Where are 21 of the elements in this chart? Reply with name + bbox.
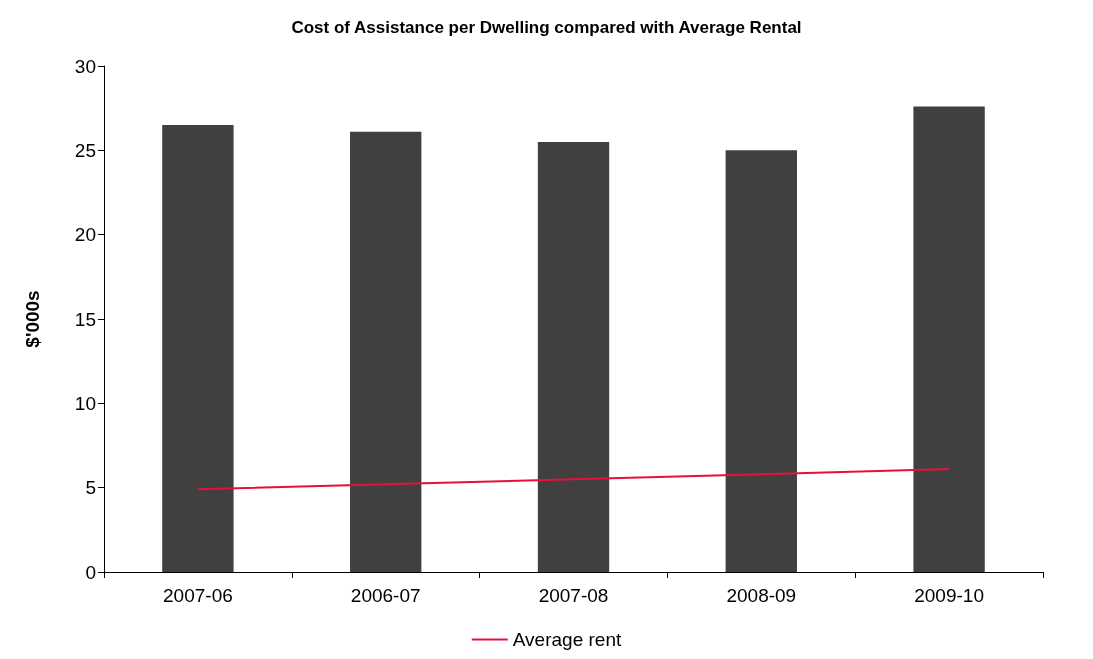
- y-tick-label: 10: [74, 392, 96, 414]
- x-tick-label: 2007-08: [538, 585, 609, 606]
- bar: [725, 150, 797, 572]
- x-tick-label: 2006-07: [350, 585, 421, 606]
- chart-title: Cost of Assistance per Dwelling compared with Average Rental: [291, 18, 802, 37]
- bar: [913, 106, 985, 572]
- y-tick-label: 15: [74, 308, 96, 330]
- line-series: [196, 468, 951, 491]
- bar: [537, 141, 610, 572]
- y-tick-label: 5: [85, 477, 96, 499]
- y-axis-title: $'000s: [22, 290, 43, 348]
- bar: [350, 131, 422, 572]
- y-tick-label: 25: [74, 139, 96, 161]
- x-tick-label: 2009-10: [914, 585, 984, 606]
- bar: [162, 125, 234, 572]
- y-tick-label: 30: [74, 55, 96, 77]
- x-tick-label: 2008-09: [726, 585, 797, 606]
- x-tick-label: 2007-06: [163, 585, 233, 606]
- y-tick-label: 20: [74, 224, 96, 246]
- legend-label: Average rent: [512, 629, 622, 650]
- y-tick-label: 0: [85, 561, 96, 583]
